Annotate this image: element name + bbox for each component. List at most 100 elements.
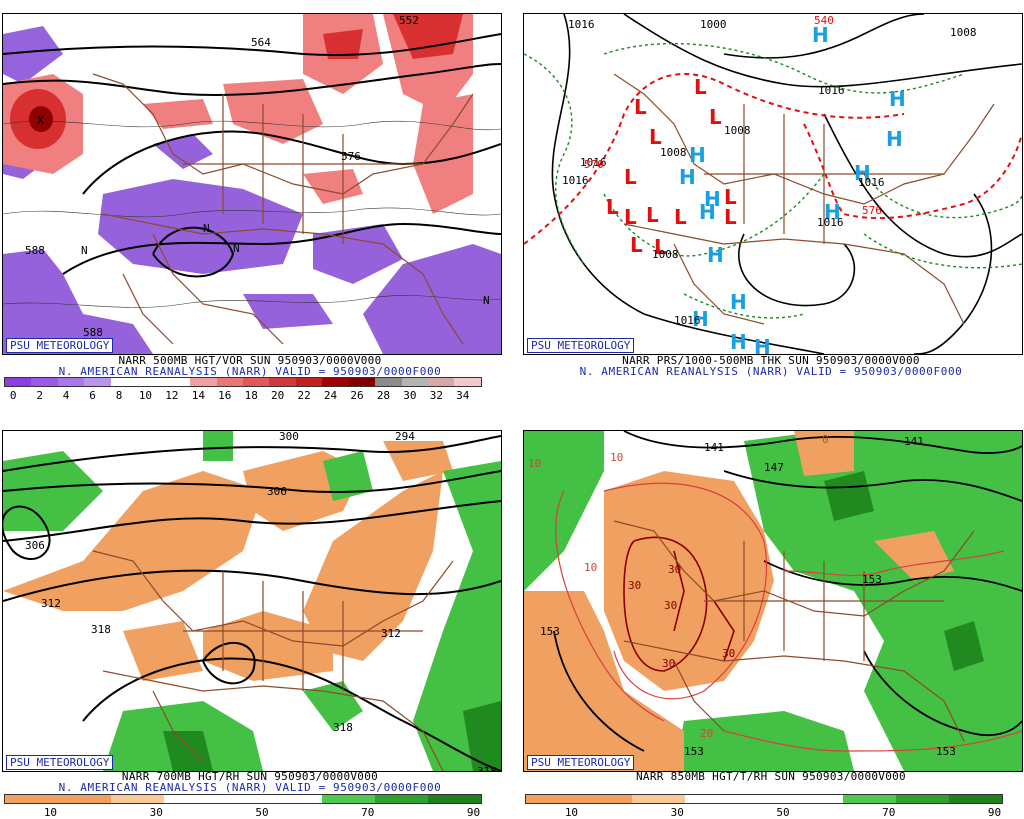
color-scale-ticks: 10 30 50 70 90 [4,806,481,819]
scale-tick-label: 50 [776,806,790,819]
scale-tick-label: 2 [36,389,43,402]
color-scale-bar [4,794,482,804]
map-frame: 564 552 576 588 588 X N N N N PSU METEOR… [2,13,502,355]
contour-label: 588 [25,244,45,257]
contour-label: 1016 [858,176,885,189]
contour-label: 1016 [568,18,595,31]
scale-tick-label: 70 [882,806,896,819]
vorticity-min-marker: N [203,222,210,235]
color-scale-bar [4,377,482,387]
contour-label: 1016 [674,314,701,327]
low-marker: L [606,195,619,219]
psu-meteorology-badge: PSU METEOROLOGY [6,338,114,353]
high-marker: H [812,23,829,47]
contour-label: 540 [814,14,834,27]
high-marker: H [886,127,903,151]
low-marker: L [646,203,659,227]
scale-swatch [454,378,481,386]
contour-label: 1016 [580,156,607,169]
scale-tick-label: 30 [403,389,417,402]
temperature-label: 10 [584,561,597,574]
scale-swatch [526,795,579,803]
vorticity-max-marker: X [37,114,44,127]
contour-label: 1000 [700,18,727,31]
scale-tick-label: 6 [89,389,96,402]
scale-swatch [57,795,111,803]
scale-swatch [163,795,217,803]
contour-label: 576 [862,204,882,217]
scale-tick-label: 34 [456,389,470,402]
scale-tick-label: 18 [244,389,258,402]
contour-label: 153 [684,745,704,758]
low-marker: L [694,75,707,99]
scale-tick-label: 28 [376,389,391,402]
color-scale-ticks: 0 2 4 6 8 10 12 14 16 18 20 22 24 26 28 30 32 34 [4,389,480,402]
contour-label: 1008 [652,248,679,261]
scale-tick-label: 12 [165,389,179,402]
temperature-label: 30 [662,657,675,670]
contour-label: 300 [279,431,299,443]
high-marker: H [824,200,841,224]
contour-label: 318 [91,623,111,636]
low-marker: L [674,205,687,229]
low-marker: L [649,125,662,149]
scale-swatch [5,795,58,803]
high-marker: H [730,330,747,354]
scale-swatch [163,378,191,386]
contour-label: 312 [381,627,401,640]
panel-500mb-vorticity: 564 552 576 588 588 X N N N N PSU METEOR… [0,0,502,402]
high-marker: H [754,335,771,354]
low-marker: L [624,165,637,189]
scale-swatch [242,378,270,386]
scale-tick-label: 90 [987,806,1002,819]
scale-swatch [631,795,685,803]
scale-swatch [949,795,1003,803]
map-frame: 300 294 306 306 312 312 318 318 318 PSU … [2,430,502,772]
temperature-label: 10 [610,451,623,464]
scale-swatch [57,378,85,386]
low-marker: L [724,185,737,209]
scale-tick-label: 8 [115,389,123,402]
scale-swatch [375,795,429,803]
scale-tick-label: 10 [564,806,579,819]
temperature-label: 10 [528,457,541,470]
scale-swatch [5,378,32,386]
high-marker: H [704,187,721,211]
contour-label: 1008 [660,146,687,159]
contour-label: 564 [251,36,271,49]
scale-swatch [269,795,323,803]
scale-swatch [428,378,455,386]
map-frame: L L L L L L L L L L L L L H H H H H H [523,13,1023,355]
panel-700mb-rh: 300 294 306 306 312 312 318 318 318 PSU … [0,417,502,819]
vorticity-min-marker: N [233,242,240,255]
temperature-label: 30 [722,647,735,660]
temperature-label: 30 [628,579,641,592]
color-scale-bar [525,794,1003,804]
contour-label: 306 [267,485,287,498]
contour-label: 1016 [817,216,844,229]
low-marker: L [709,105,722,129]
scale-swatch [896,795,950,803]
scale-swatch [190,378,217,386]
contour-label: 153 [540,625,560,638]
scale-swatch [322,795,376,803]
contour-label: 570 [584,158,604,171]
high-marker: H [730,290,747,314]
pressure-map: L L L L L L L L L L L L L H H H H H H [524,14,1022,354]
scale-tick-label: 90 [466,806,481,819]
low-marker: L [724,205,737,229]
scale-swatch [348,378,376,386]
scale-swatch [737,795,791,803]
caption-line-2: N. AMERICAN REANALYSIS (NARR) VALID = 95… [579,365,963,378]
map-frame: 141 141 147 153 153 153 153 10 10 10 20 … [523,430,1023,772]
contour-label: 294 [395,431,415,443]
scale-tick-label: 26 [350,389,364,402]
scale-swatch [216,795,270,803]
contour-label: 318 [333,721,353,734]
psu-meteorology-badge: PSU METEOROLOGY [527,755,635,770]
high-marker: H [689,143,706,167]
low-marker: L [634,95,647,119]
caption-line-2: N. AMERICAN REANALYSIS (NARR) VALID = 95… [58,781,442,794]
scale-swatch [684,795,738,803]
scale-tick-label: 70 [361,806,375,819]
